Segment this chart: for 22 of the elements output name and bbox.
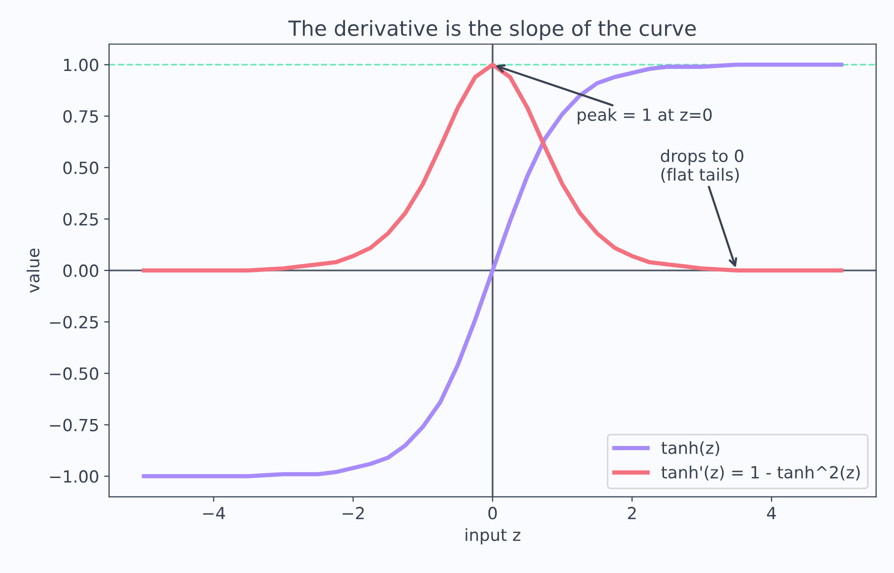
x-axis-title: input z: [466, 528, 520, 544]
x-tick-label: 0: [488, 506, 497, 520]
legend-label: tanh(z): [661, 441, 720, 456]
y-tick-label: 0.75: [63, 110, 98, 123]
y-tick-label: −0.25: [50, 316, 98, 328]
y-tick-label: 1.00: [64, 58, 98, 72]
annotation: drops to 0 (flat tails): [660, 149, 744, 183]
x-tick-label: −2: [342, 506, 364, 520]
y-axis-title: value: [26, 248, 40, 293]
y-tick-label: 0.00: [63, 264, 98, 278]
y-tick-label: −0.50: [50, 367, 98, 380]
line-series: [142, 62, 844, 273]
y-tick-label: 0.25: [63, 212, 98, 226]
x-tick-label: 4: [767, 507, 776, 520]
chart-title: The derivative is the slope of the curve: [288, 20, 696, 40]
x-tick-label: 2: [628, 506, 636, 520]
x-tick-label: −4: [203, 507, 226, 520]
y-tick-label: 0.50: [63, 162, 98, 174]
y-tick-label: −1.00: [50, 470, 98, 483]
y-tick-label: −0.75: [50, 418, 98, 432]
annotation: peak = 1 at z=0: [578, 108, 712, 124]
legend-label: tanh'(z) = 1 - tanh^2(z): [661, 466, 860, 481]
